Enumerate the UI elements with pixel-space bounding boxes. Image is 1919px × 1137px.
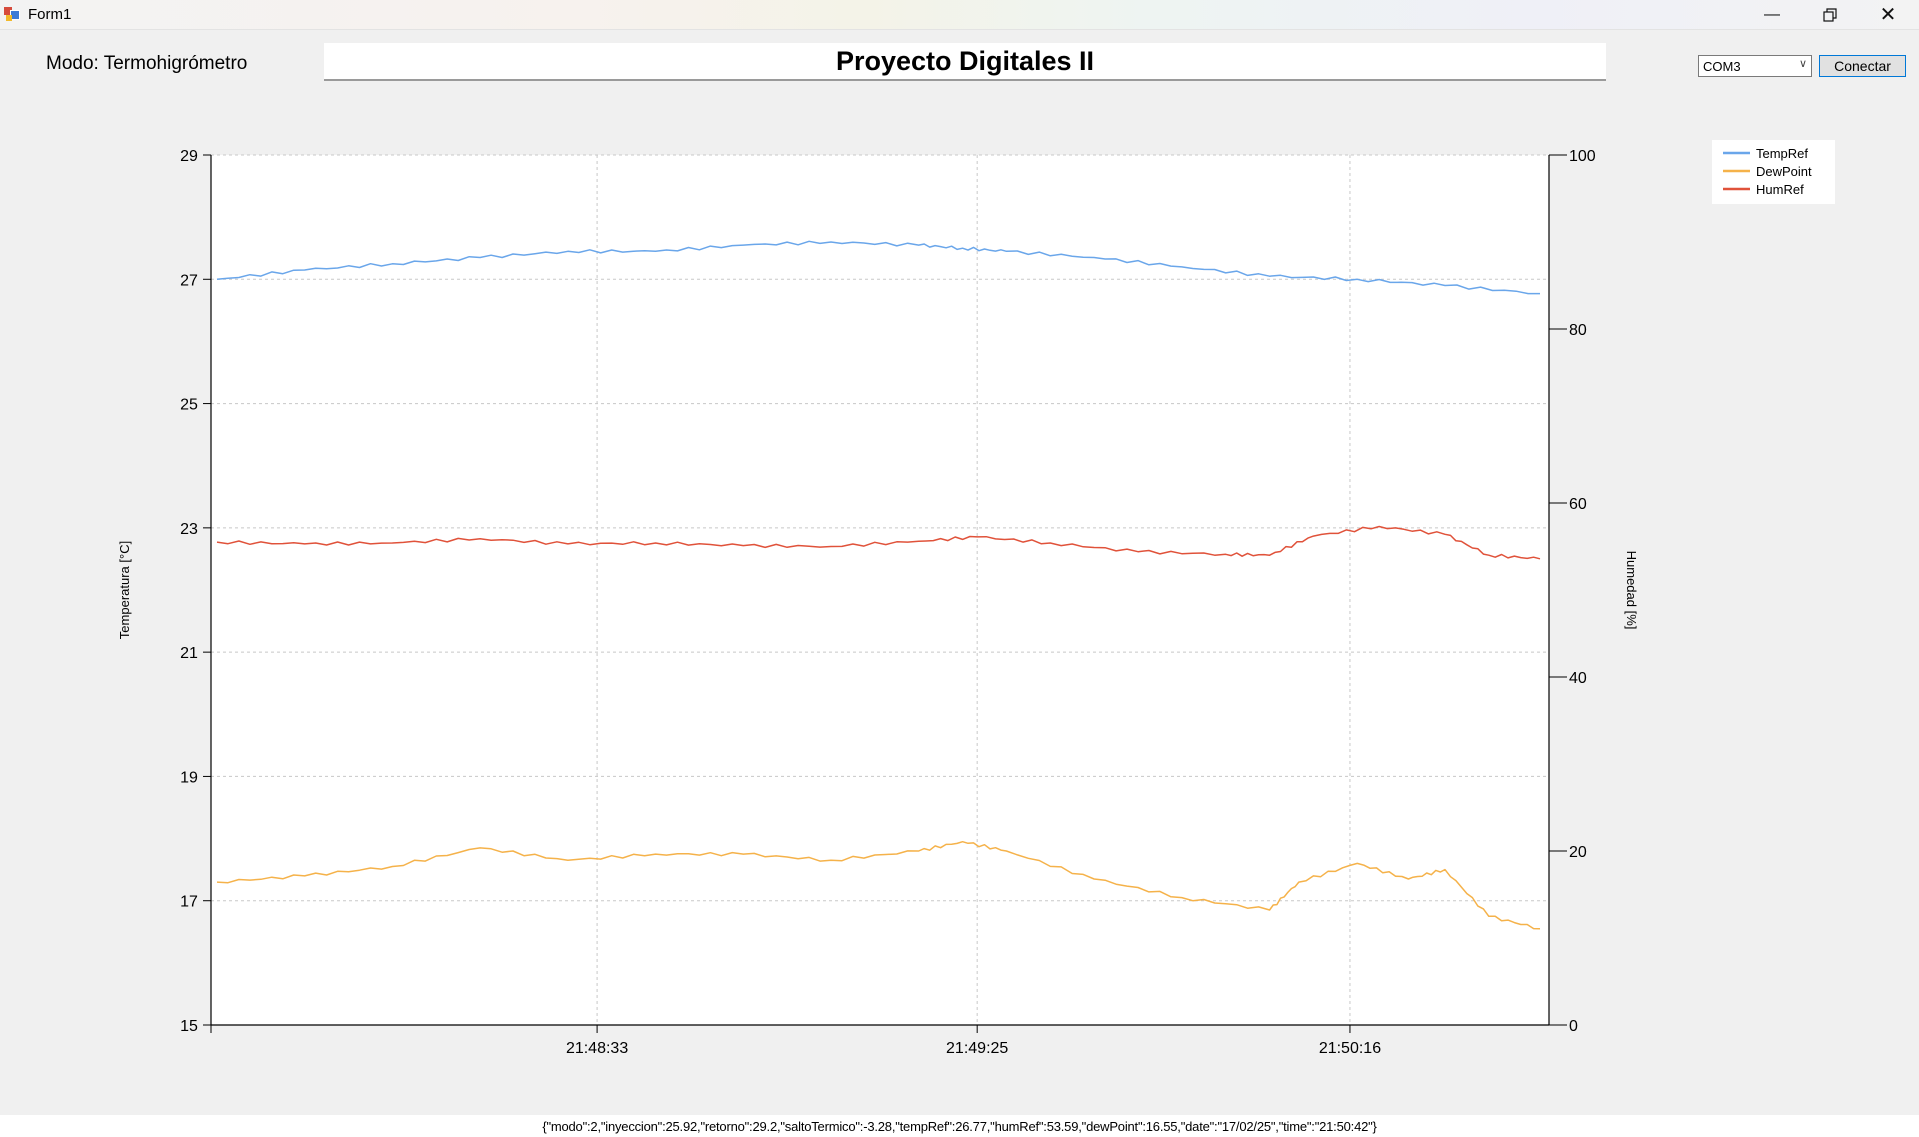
y-tick-label: 15	[180, 1018, 198, 1035]
y2-tick-label: 0	[1569, 1018, 1578, 1035]
y-tick-label: 21	[180, 645, 198, 662]
y2-tick-label: 100	[1569, 148, 1596, 165]
app-form-icon	[4, 7, 20, 21]
series-line-dewpoint	[216, 840, 1541, 930]
y-tick-label: 29	[180, 148, 198, 165]
close-icon[interactable]: ✕	[1879, 4, 1897, 26]
minimize-icon[interactable]: —	[1764, 5, 1780, 23]
y-tick-label: 27	[180, 272, 198, 289]
y-axis-label-temperature: Temperatura [°C]	[117, 541, 132, 639]
chevron-down-icon: ∨	[1798, 58, 1807, 70]
chart-legend: TempRef DewPoint HumRef	[1712, 140, 1835, 204]
window-title: Form1	[28, 6, 72, 23]
legend-label-dewpoint: DewPoint	[1756, 164, 1812, 179]
y-tick-label: 25	[180, 397, 198, 414]
window-titlebar: Form1 — ✕	[0, 0, 1919, 30]
connect-button[interactable]: Conectar	[1819, 55, 1906, 77]
plot-area	[211, 155, 1549, 1025]
y2-tick-label: 80	[1569, 322, 1587, 339]
status-strip	[0, 1115, 1919, 1137]
series-line-humref	[216, 525, 1541, 560]
series-line-tempref	[216, 240, 1540, 295]
y2-tick-label: 20	[1569, 844, 1587, 861]
y2-tick-label: 40	[1569, 670, 1587, 687]
legend-label-tempref: TempRef	[1756, 146, 1808, 161]
chart-area: 15 17 19 21 23 25 27 29 0 20 40 60 80 100 21:48:33 21:4…	[117, 140, 1835, 1057]
y-tick-label: 23	[180, 521, 198, 538]
x-tick-label: 21:49:25	[946, 1040, 1008, 1057]
y2-tick-label: 60	[1569, 496, 1587, 513]
legend-label-humref: HumRef	[1756, 182, 1804, 197]
port-select[interactable]: COM3 ∨	[1698, 55, 1812, 77]
y-axis-label-humidity: Humedad [%]	[1624, 551, 1639, 630]
header-title-box: Proyecto Digitales II	[324, 43, 1606, 81]
mode-label: Modo: Termohigrómetro	[46, 53, 248, 74]
restore-icon[interactable]	[1801, 0, 1859, 29]
x-tick-label: 21:50:16	[1319, 1040, 1381, 1057]
page-title: Proyecto Digitales II	[835, 45, 1095, 76]
port-select-value: COM3	[1703, 59, 1741, 74]
serial-data-readout: {"modo":2,"inyeccion":25.92,"retorno":29…	[542, 1119, 1377, 1134]
x-tick-label: 21:48:33	[566, 1040, 628, 1057]
y-tick-label: 19	[180, 769, 198, 786]
y-tick-label: 17	[180, 894, 198, 911]
